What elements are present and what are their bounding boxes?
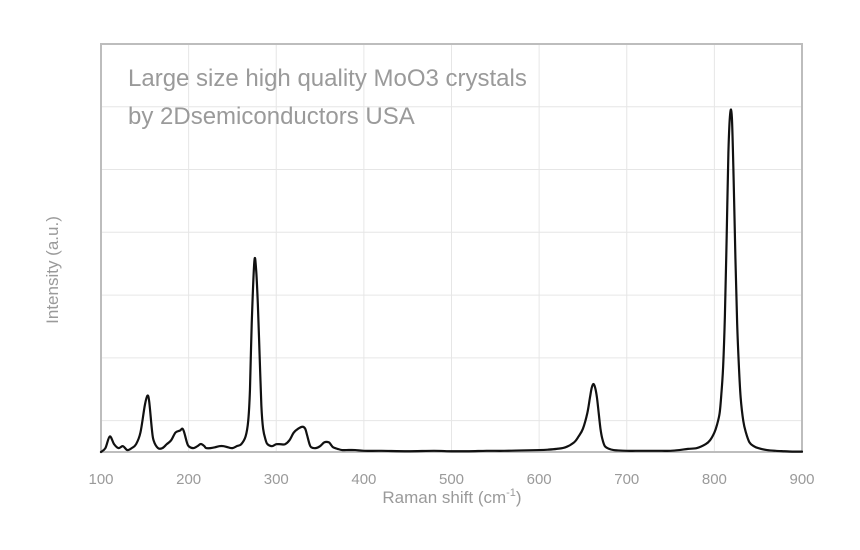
- x-tick-label: 400: [351, 471, 376, 488]
- x-axis-label-text: Raman shift (cm: [382, 488, 506, 507]
- annotation-line-1: Large size high quality MoO3 crystals: [128, 65, 527, 92]
- x-tick-label: 900: [789, 471, 814, 488]
- x-tick-label: 500: [439, 471, 464, 488]
- annotation-line-2: by 2Dsemiconductors USA: [128, 103, 415, 130]
- x-tick-label: 600: [527, 471, 552, 488]
- y-axis-label: Intensity (a.u.): [43, 216, 62, 324]
- x-axis-label-superscript: -1: [506, 487, 516, 499]
- spectrum-line: [99, 108, 804, 454]
- x-tick-label: 100: [88, 471, 113, 488]
- x-tick-label: 800: [702, 471, 727, 488]
- x-tick-labels: 100 200 300 400 500 600 700 800 900: [88, 471, 814, 488]
- x-tick-label: 200: [176, 471, 201, 488]
- x-axis-label: Raman shift (cm-1): [382, 487, 521, 507]
- x-tick-label: 300: [264, 471, 289, 488]
- x-axis-label-close: ): [516, 488, 522, 507]
- x-tick-label: 700: [614, 471, 639, 488]
